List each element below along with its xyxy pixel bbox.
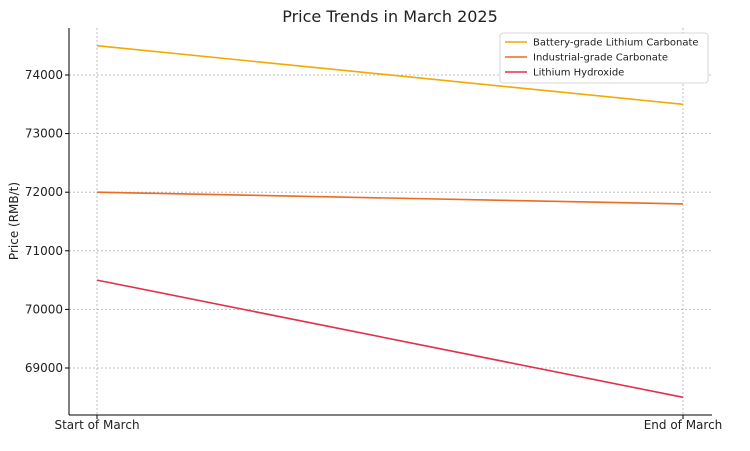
x-axis-ticks: Start of March End of March (54, 415, 722, 432)
x-tick-label: End of March (644, 418, 723, 432)
y-tick-label: 71000 (25, 244, 63, 258)
y-tick-label: 70000 (25, 302, 63, 316)
legend-label: Industrial-grade Carbonate (533, 53, 668, 64)
series-line (96, 44, 684, 106)
legend: Battery-grade Lithium Carbonate Industria… (499, 32, 709, 84)
series-line (96, 191, 684, 205)
legend-label: Lithium Hydroxide (533, 68, 624, 79)
y-tick-label: 69000 (25, 361, 63, 375)
y-axis-label: Price (RMB/t) (7, 182, 21, 260)
y-tick-label: 74000 (25, 68, 63, 82)
chart-title: Price Trends in March 2025 (282, 7, 498, 26)
legend-label: Battery-grade Lithium Carbonate (533, 38, 699, 49)
y-tick-label: 72000 (25, 185, 63, 199)
series-line (96, 279, 684, 399)
y-tick-label: 73000 (25, 127, 63, 141)
x-tick-label: Start of March (54, 418, 139, 432)
y-axis-ticks: 69000 70000 71000 72000 73000 74000 (25, 68, 69, 375)
legend-frame (499, 32, 709, 84)
series-lines (96, 44, 684, 399)
grid (69, 28, 712, 415)
